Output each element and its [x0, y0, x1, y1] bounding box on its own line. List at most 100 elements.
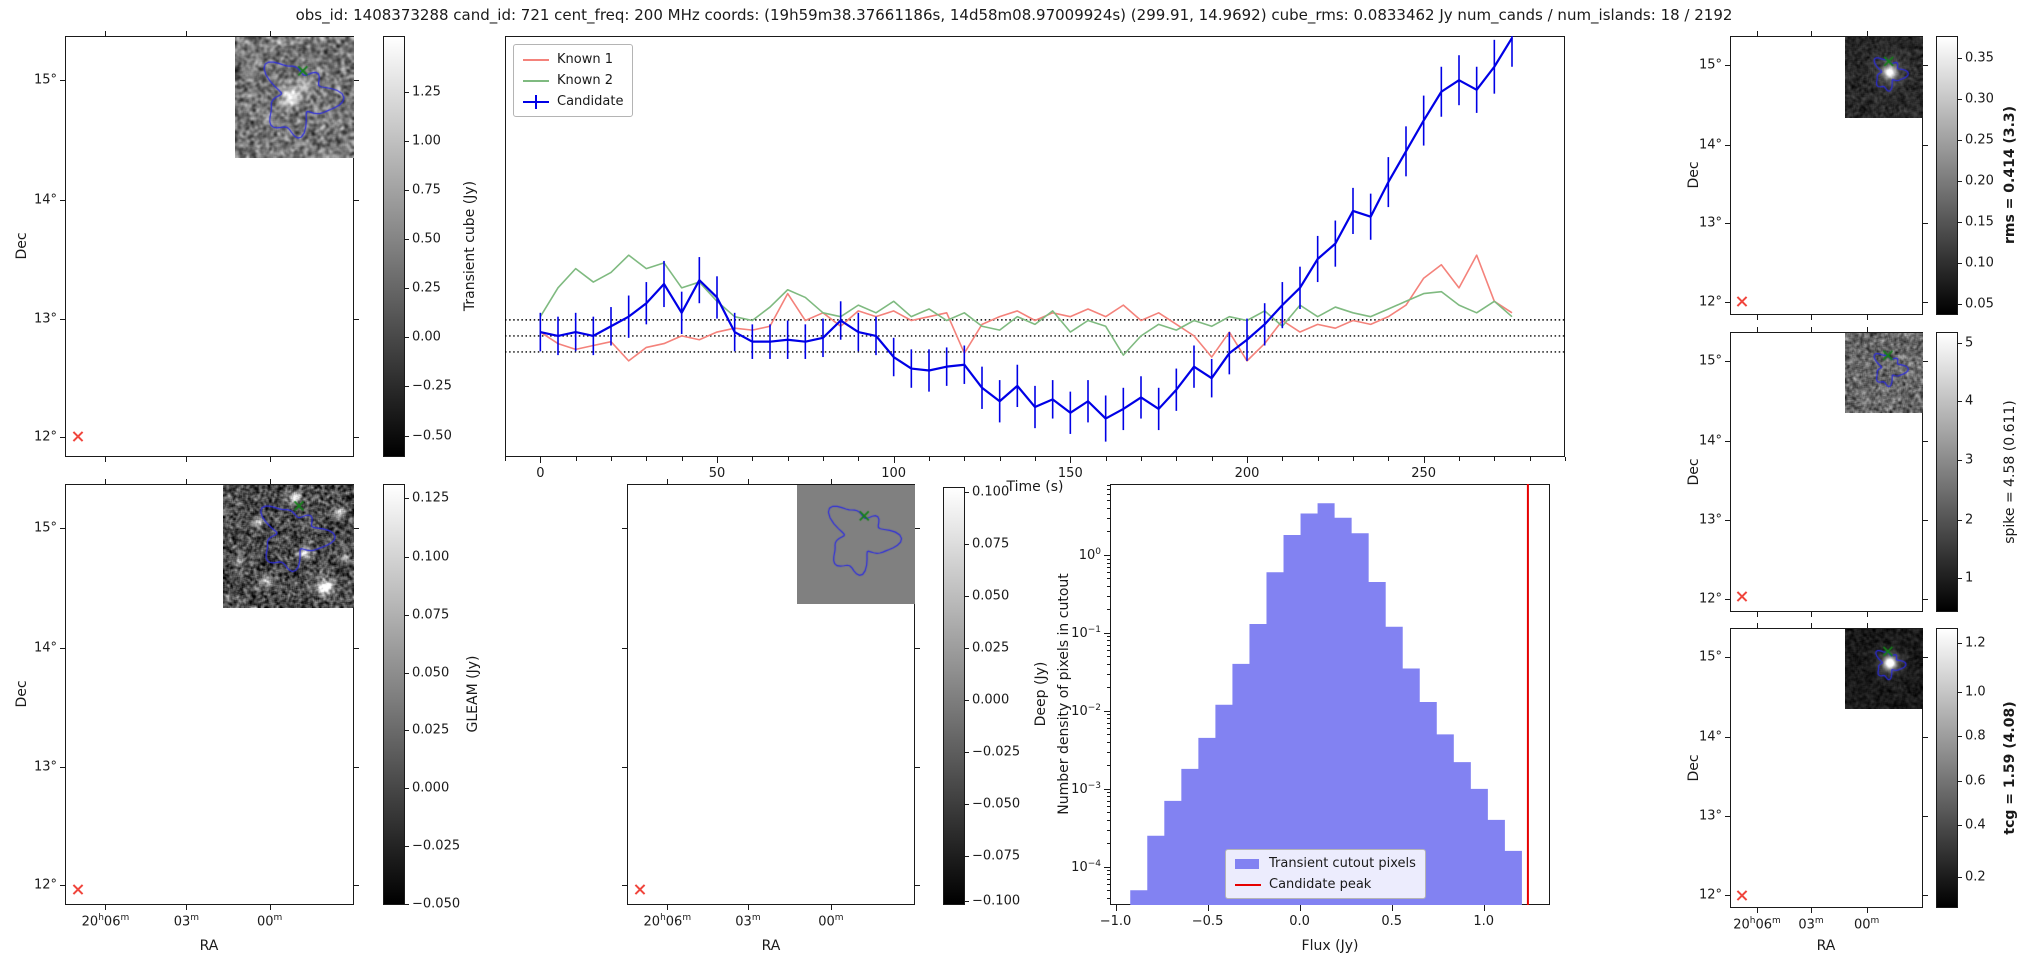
colorbar-tick-label: −0.050 — [972, 796, 1021, 812]
peak-line-sample — [1235, 878, 1261, 892]
legend-label-known2: Known 2 — [557, 73, 613, 88]
dec-tick — [1923, 441, 1928, 443]
tcg-ra-tick-label: 20h06m — [1733, 916, 1781, 933]
dec-tick — [1923, 301, 1928, 303]
colorbar-tick-label: 0.15 — [1965, 214, 1994, 230]
histogram-minor-ytick — [1106, 792, 1110, 794]
dec-tick — [1923, 737, 1928, 739]
gleam-dec-axis-label: Dec — [14, 680, 30, 708]
ra-tick — [105, 905, 107, 910]
histogram-minor-ytick — [1106, 673, 1110, 675]
histogram-minor-ytick — [1106, 897, 1110, 899]
lightcurve-xlabel: Time (s) — [1006, 479, 1064, 495]
dec-tick — [1923, 65, 1928, 67]
dec-tick — [1725, 737, 1730, 739]
ra-tick — [1866, 612, 1868, 617]
histogram-minor-ytick — [1106, 572, 1110, 574]
ra-tick — [105, 457, 107, 462]
lightcurve-minor-xtick — [752, 457, 754, 461]
gleam-catalogue-x-marker — [73, 884, 84, 895]
spike-colorbar — [1936, 332, 1958, 612]
colorbar-tick-label: 0.025 — [972, 640, 1010, 656]
histogram-minor-ytick — [1106, 663, 1110, 665]
transient-colorbar-label: Transient cube (Jy) — [462, 180, 478, 312]
histogram-xtick-label: −0.5 — [1191, 914, 1224, 929]
colorbar-tick — [965, 901, 969, 902]
histogram-minor-ytick — [1106, 656, 1110, 658]
colorbar-tick-label: 0.10 — [1965, 255, 1994, 271]
colorbar-tick-label: −0.25 — [412, 378, 452, 394]
dec-tick — [1725, 144, 1730, 146]
colorbar-tick — [405, 498, 409, 499]
tcg-cutout-image — [1845, 629, 1924, 709]
transient-dec-tick-label: 14° — [33, 192, 57, 208]
ra-tick — [747, 479, 749, 484]
colorbar-tick — [405, 337, 409, 338]
lightcurve-minor-xtick — [1565, 457, 1566, 461]
dec-tick — [60, 884, 65, 886]
dec-tick — [1923, 520, 1928, 522]
tcg-colorbar-label: tcg = 1.59 (4.08) — [2002, 701, 2018, 835]
histogram-minor-ytick — [1106, 718, 1110, 720]
dec-tick — [1725, 441, 1730, 443]
legend-item-known1: Known 1 — [523, 49, 623, 70]
histogram-minor-ytick — [1106, 728, 1110, 730]
dec-tick — [60, 436, 65, 438]
transient-colorbar — [383, 36, 405, 457]
legend-item-cutout-pixels: Transient cutout pixels — [1235, 853, 1416, 874]
colorbar-tick-label: 0.00 — [412, 329, 441, 345]
histogram-minor-ytick — [1106, 494, 1110, 496]
lightcurve-xtick — [540, 457, 542, 463]
lightcurve-minor-xtick — [823, 457, 824, 461]
gleam-dec-tick-label: 15° — [33, 520, 57, 536]
histogram-minor-ytick — [1106, 567, 1110, 569]
dec-tick — [1923, 816, 1928, 818]
transient-cutout-image — [234, 37, 354, 158]
ra-tick — [830, 479, 832, 484]
colorbar-tick-label: 0.2 — [1965, 869, 1986, 885]
dec-tick — [60, 648, 65, 650]
colorbar-tick — [405, 788, 409, 789]
histogram-minor-ytick — [1106, 819, 1110, 821]
histogram-minor-ytick — [1106, 714, 1110, 716]
colorbar-tick-label: −0.025 — [412, 838, 461, 854]
known1-line-sample — [523, 53, 549, 67]
histogram-minor-ytick — [1106, 806, 1110, 808]
histogram-ytick-label: 100 — [1078, 546, 1101, 564]
colorbar-tick-label: 0.6 — [1965, 773, 1986, 789]
lightcurve-minor-xtick — [505, 457, 506, 461]
spike-dec-axis-label: Dec — [1686, 458, 1702, 486]
lightcurve-minor-xtick — [1317, 457, 1319, 461]
histogram-xtick-label: −1.0 — [1099, 914, 1132, 929]
lightcurve-minor-xtick — [1459, 457, 1460, 461]
colorbar-tick-label: 0.35 — [1965, 50, 1994, 66]
ra-tick — [269, 905, 271, 910]
deep-ra-axis-label: RA — [761, 938, 781, 954]
ra-tick — [1757, 327, 1759, 332]
dec-tick — [622, 528, 627, 530]
colorbar-tick-label: 0.075 — [972, 536, 1010, 552]
histogram-ytick — [1104, 866, 1110, 868]
transient-dec-tick-label: 13° — [33, 311, 57, 327]
dec-tick — [1923, 894, 1928, 896]
colorbar-tick-label: 0.4 — [1965, 817, 1986, 833]
lightcurve-minor-xtick — [575, 457, 577, 461]
ra-tick — [1866, 31, 1868, 36]
colorbar-tick — [1958, 401, 1962, 402]
rms-catalogue-x-marker — [1736, 296, 1747, 307]
legend-label-cutout-pixels: Transient cutout pixels — [1269, 856, 1416, 871]
series-known-1 — [539, 254, 1513, 362]
gleam-dec-tick-label: 14° — [33, 640, 57, 656]
dec-tick — [354, 80, 359, 82]
ra-tick — [1757, 908, 1759, 913]
histogram-bars — [1130, 503, 1522, 905]
histogram-minor-ytick — [1106, 812, 1110, 814]
ra-tick — [667, 905, 669, 910]
histogram-minor-ytick — [1106, 741, 1110, 743]
deep-colorbar — [943, 487, 965, 905]
lightcurve-xtick — [717, 457, 718, 463]
histogram-minor-ytick — [1106, 500, 1110, 502]
colorbar-tick — [1958, 736, 1962, 737]
tcg-dec-tick-label: 14° — [1698, 729, 1722, 745]
colorbar-tick — [405, 190, 409, 191]
